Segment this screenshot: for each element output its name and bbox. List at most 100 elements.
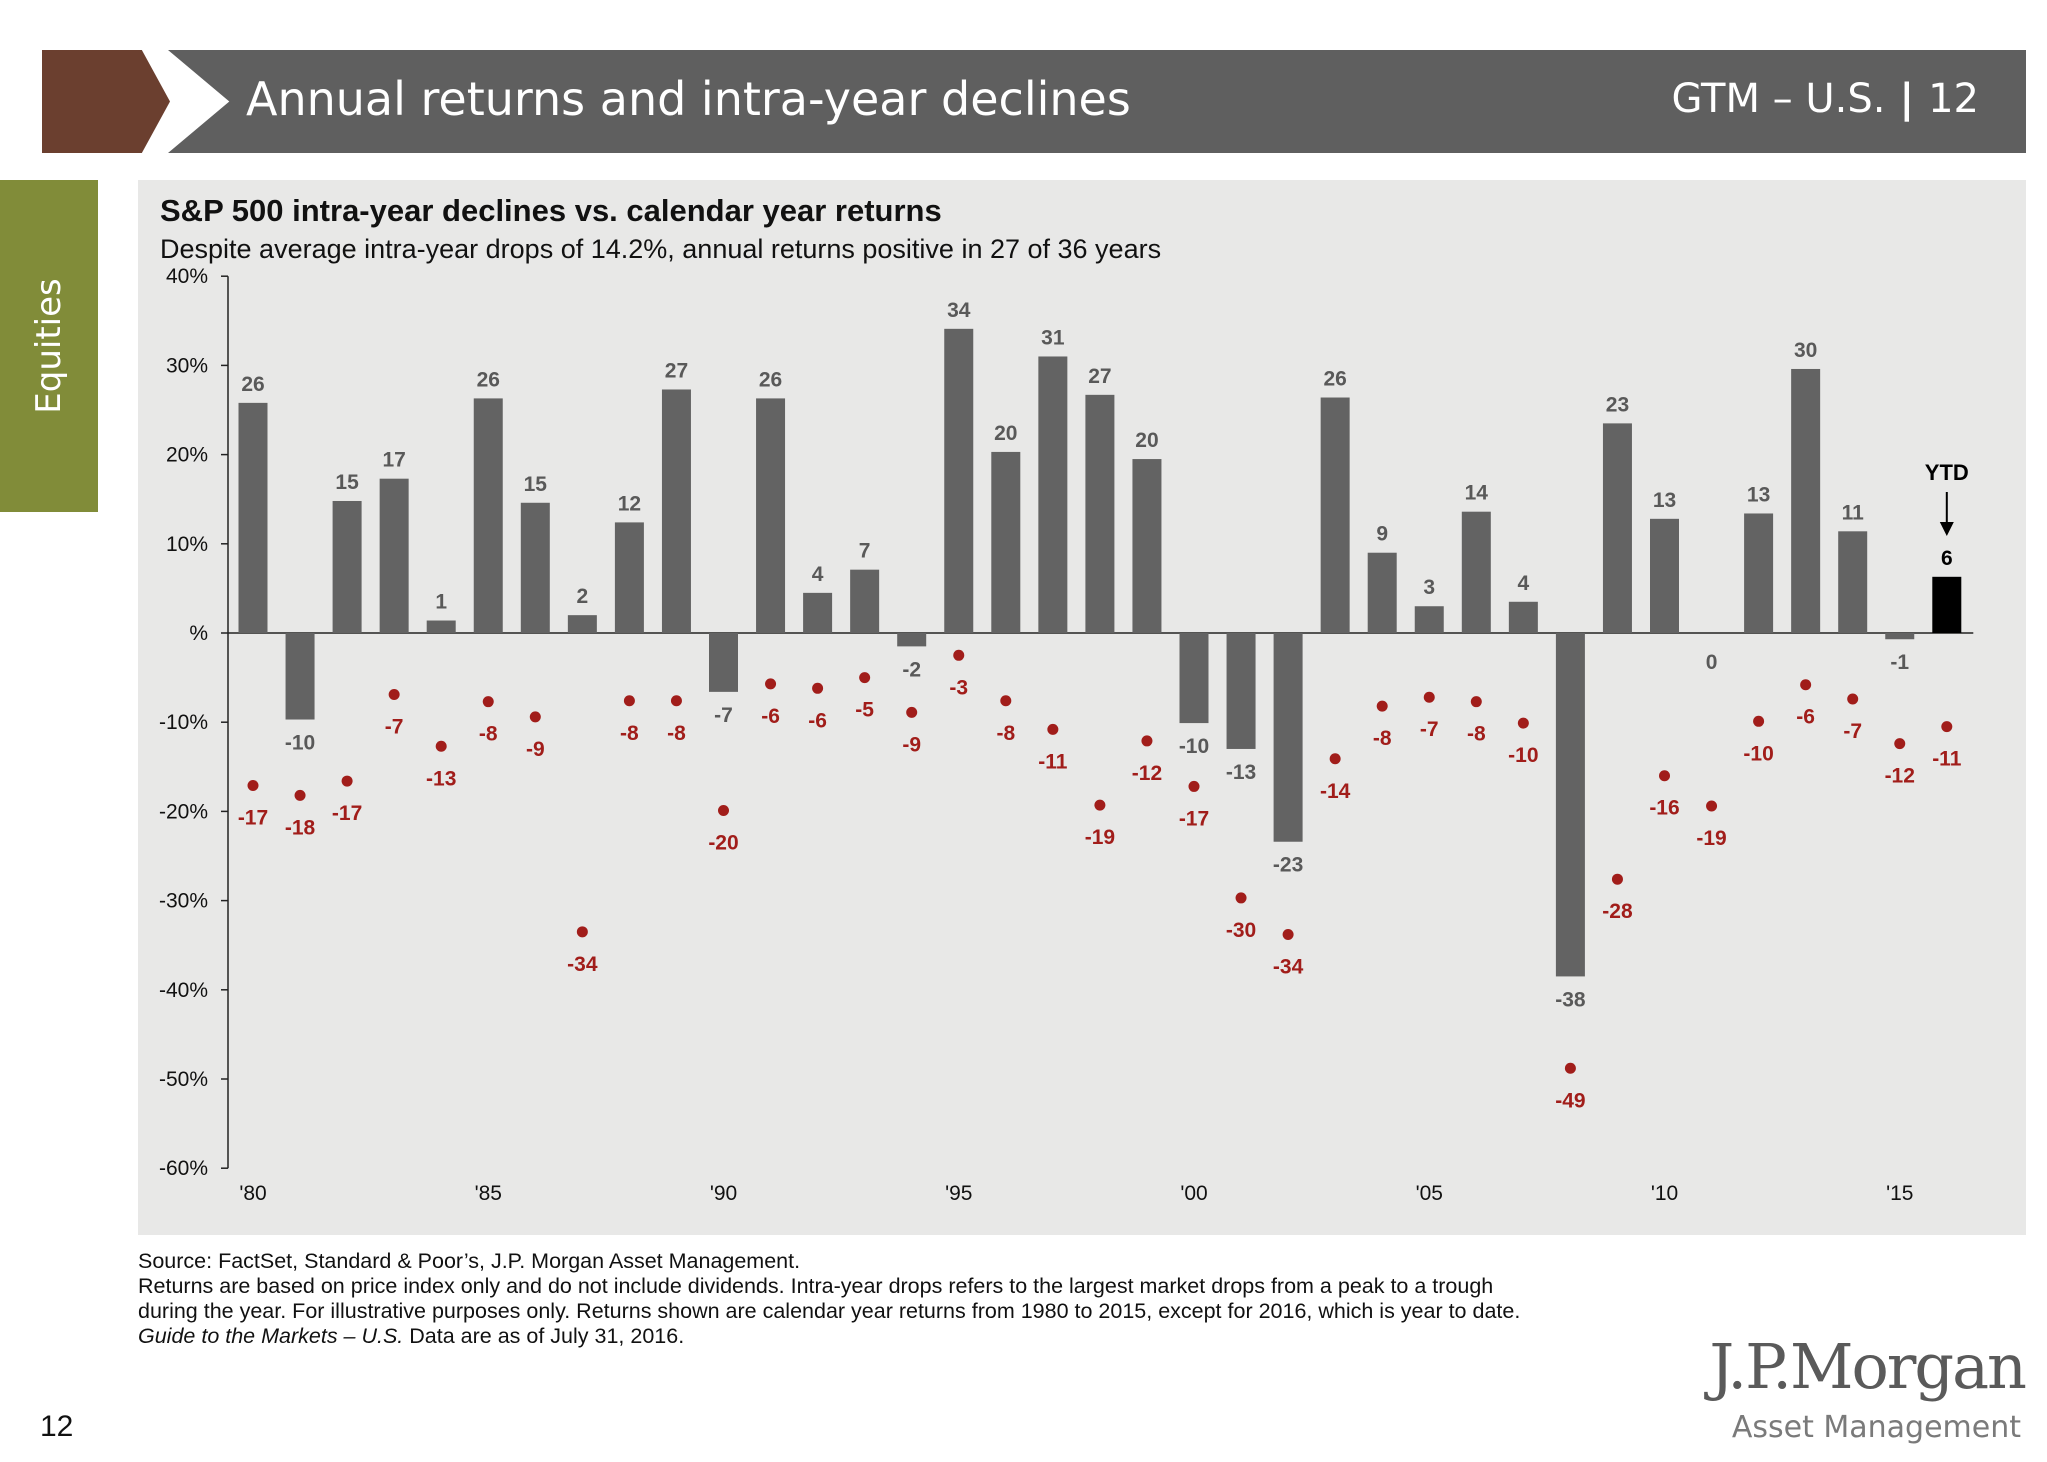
intra-year-decline-label: -49 [1555,1089,1585,1112]
annual-return-label: 4 [1518,572,1530,595]
annual-return-label: 13 [1747,483,1770,506]
annual-return-label: 3 [1423,576,1435,599]
annual-return-bar [944,328,974,633]
intra-year-decline-label: -6 [761,705,780,728]
annual-return-bar [567,615,597,633]
y-tick-label: -10% [159,711,208,734]
x-tick-label: '80 [239,1182,266,1205]
annual-return-bar [520,502,550,633]
annual-return-label: 30 [1794,339,1817,362]
annual-return-bar [1508,601,1538,633]
annual-return-label: 26 [477,368,500,391]
intra-year-decline-label: -16 [1649,797,1679,820]
intra-year-decline-label: -14 [1320,780,1351,803]
intra-year-decline-label: -11 [1038,750,1068,773]
intra-year-decline-label: -11 [1932,748,1962,771]
chart-title: S&P 500 intra-year declines vs. calendar… [160,193,942,228]
annual-return-label: 20 [994,422,1017,445]
annual-return-label: 27 [665,359,688,382]
annual-return-bar [1367,552,1397,633]
intra-year-decline-label: -8 [1373,727,1392,750]
annual-return-bar [614,522,644,633]
annual-return-label: 27 [1088,365,1111,388]
header-bar [168,50,2026,153]
annual-return-label: -23 [1273,854,1303,877]
intra-year-decline-dot [1800,679,1812,691]
intra-year-decline-dot [1517,717,1529,729]
y-tick-label: 40% [166,265,208,288]
intra-year-decline-dot [1047,723,1059,735]
intra-year-decline-label: -8 [996,722,1015,745]
x-tick-label: '15 [1886,1182,1913,1205]
annual-return-bar [1838,531,1868,633]
intra-year-decline-dot [1470,696,1482,708]
footnote-line-1: Returns are based on price index only an… [138,1274,1494,1298]
annual-return-bar [756,398,786,633]
intra-year-decline-dot [1894,738,1906,750]
annual-return-bar [1650,518,1679,633]
intra-year-decline-dot [1094,799,1106,811]
ytd-arrow-head [1939,522,1954,536]
intra-year-decline-label: -6 [1796,706,1815,729]
ytd-annotation: YTD [1925,460,1969,485]
intra-year-decline-dot [1611,873,1623,885]
page-title: Annual returns and intra-year declines [246,72,1131,126]
x-tick-label: '05 [1416,1182,1443,1205]
intra-year-decline-label: -18 [285,816,316,839]
annual-return-bar [1602,423,1632,633]
intra-year-decline-label: -19 [1696,827,1726,850]
annual-return-bar [426,620,456,633]
y-tick-label: -20% [159,800,208,823]
intra-year-decline-label: -10 [1508,744,1538,767]
annual-return-label: 11 [1842,501,1865,524]
annual-return-label: 4 [812,563,824,586]
annual-return-bar [850,569,880,633]
x-tick-label: '95 [945,1182,972,1205]
intra-year-decline-dot [1000,695,1012,707]
intra-year-decline-label: -6 [808,709,827,732]
y-tick-label: -30% [159,890,208,913]
annual-return-label: 1 [435,591,447,614]
intra-year-decline-dot [1423,691,1435,703]
intra-year-decline-label: -7 [1843,720,1862,743]
annual-return-bar [1226,633,1256,749]
intra-year-decline-label: -17 [332,802,362,825]
annual-return-bar [1085,394,1115,633]
annual-return-label: 14 [1465,482,1489,505]
annual-return-label: -13 [1226,761,1256,784]
annual-return-bar [1320,397,1350,633]
intra-year-decline-dot [670,695,682,707]
intra-year-decline-dot [1941,721,1953,733]
intra-year-decline-label: -8 [667,722,686,745]
x-tick-label: '10 [1651,1182,1678,1205]
page-number: 12 [40,1410,74,1443]
logo-tagline: Asset Management [1731,1410,2021,1445]
annual-return-label: 15 [335,471,359,494]
x-tick-label: '85 [475,1182,502,1205]
intra-year-decline-label: -17 [238,807,268,830]
intra-year-decline-dot [718,805,729,817]
intra-year-decline-dot [1847,693,1859,705]
header-accent-chevron [42,50,170,153]
y-tick-label: 10% [166,533,208,556]
intra-year-decline-label: -17 [1179,807,1209,830]
annual-return-label: 26 [1323,368,1346,391]
intra-year-decline-dot [482,696,494,708]
x-tick-label: '90 [710,1182,737,1205]
intra-year-decline-label: -7 [385,716,404,739]
annual-return-label: 6 [1941,547,1953,570]
intra-year-decline-label: -12 [1132,762,1162,785]
annual-return-label: 23 [1606,393,1629,416]
side-tab [0,180,98,512]
header-separator: | [1899,76,1915,122]
annual-return-bar [332,500,362,633]
annual-return-label: -2 [902,658,921,681]
annual-return-label: -7 [714,704,733,727]
y-tick-label: -60% [159,1157,208,1180]
intra-year-decline-dot [341,775,353,787]
footnote-source: Source: FactSet, Standard & Poor’s, J.P.… [138,1249,801,1273]
intra-year-decline-dot [435,740,447,752]
intra-year-decline-label: -28 [1602,900,1633,923]
intra-year-decline-dot [576,926,588,938]
intra-year-decline-dot [1564,1062,1576,1074]
